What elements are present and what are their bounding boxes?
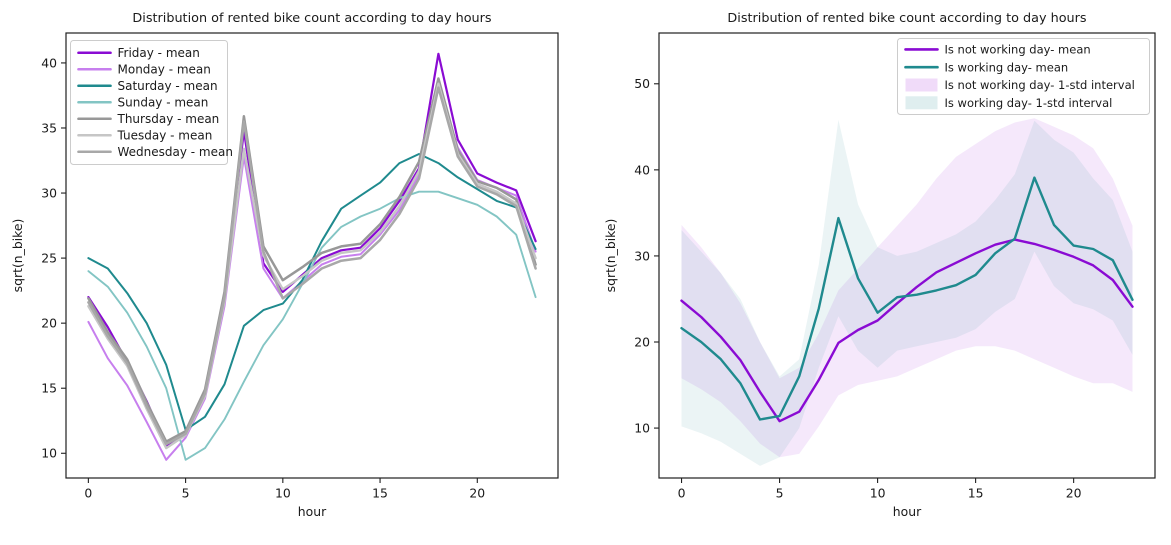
- y-tick-label: 40: [634, 162, 650, 177]
- legend-entry-label: Is working day- mean: [945, 60, 1069, 74]
- x-tick-label: 15: [968, 486, 984, 501]
- legend-entry-label: Thursday - mean: [117, 112, 220, 126]
- y-tick-label: 35: [41, 120, 57, 135]
- x-tick-label: 0: [84, 486, 92, 501]
- y-tick-label: 20: [634, 334, 650, 349]
- chart-0: 0 5 10 15 20 10 15 20 25 30 35 40 hour sqrt(n_bike) Di…: [10, 11, 559, 519]
- legend-entry-label: Is not working day- mean: [945, 43, 1091, 57]
- chart-title: Distribution of rented bike count accord…: [727, 11, 1087, 26]
- y-tick-label: 40: [41, 55, 57, 70]
- chart-title: Distribution of rented bike count accord…: [132, 11, 492, 26]
- legend: Is not working day- mean Is working day- …: [897, 38, 1150, 115]
- y-tick-label: 30: [634, 248, 650, 263]
- y-tick-label: 15: [41, 381, 57, 396]
- x-tick-label: 20: [1066, 486, 1082, 501]
- legend-entry-label: Tuesday - mean: [117, 128, 213, 142]
- x-axis-label: hour: [893, 504, 922, 519]
- y-tick-label: 10: [634, 420, 650, 435]
- legend-entry-label: Wednesday - mean: [118, 145, 233, 159]
- x-axis-label: hour: [298, 504, 327, 519]
- line-wednesday-mean: [87, 86, 537, 446]
- x-tick-label: 0: [678, 486, 686, 501]
- legend: Friday - mean Monday - mean Saturday - mea…: [70, 40, 233, 165]
- line-tuesday-mean: [87, 82, 537, 450]
- legend-entry-label: Is working day- 1-std interval: [945, 96, 1113, 110]
- line-sunday-mean: [87, 190, 537, 461]
- legend-entry-label: Saturday - mean: [118, 79, 218, 93]
- legend-patch-swatch: [905, 78, 938, 92]
- band-is-not-working-day-1-std-interval: [681, 118, 1133, 458]
- y-tick-label: 25: [41, 251, 57, 266]
- legend-entry-label: Monday - mean: [118, 62, 211, 76]
- legend-entry-label: Sunday - mean: [118, 95, 209, 109]
- line-thursday-mean: [87, 77, 537, 443]
- x-tick-label: 10: [275, 486, 291, 501]
- y-tick-label: 30: [41, 185, 57, 200]
- legend-entry-label: Friday - mean: [118, 46, 200, 60]
- legend-entry-label: Is not working day- 1-std interval: [945, 78, 1135, 92]
- x-tick-label: 20: [469, 486, 485, 501]
- axes-frame: [65, 32, 559, 479]
- y-axis-label: sqrt(n_bike): [603, 219, 618, 293]
- legend-patch-swatch: [905, 96, 938, 110]
- y-tick-label: 50: [634, 76, 650, 91]
- x-tick-label: 5: [182, 486, 190, 501]
- line-saturday-mean: [87, 153, 537, 431]
- y-tick-label: 20: [41, 316, 57, 331]
- line-is-working-day-mean: [680, 176, 1134, 421]
- chart-1: 0 5 10 15 20 10 20 30 40 50 hour sqrt(n_bike) Distri…: [603, 11, 1156, 519]
- line-monday-mean: [87, 84, 537, 461]
- x-tick-label: 10: [870, 486, 886, 501]
- band-is-working-day-1-std-interval: [681, 119, 1133, 466]
- y-axis-label: sqrt(n_bike): [10, 219, 25, 293]
- y-tick-label: 10: [41, 446, 57, 461]
- legend-box: [70, 40, 228, 165]
- legend-box: [897, 38, 1150, 115]
- x-tick-label: 15: [372, 486, 388, 501]
- x-tick-label: 5: [776, 486, 784, 501]
